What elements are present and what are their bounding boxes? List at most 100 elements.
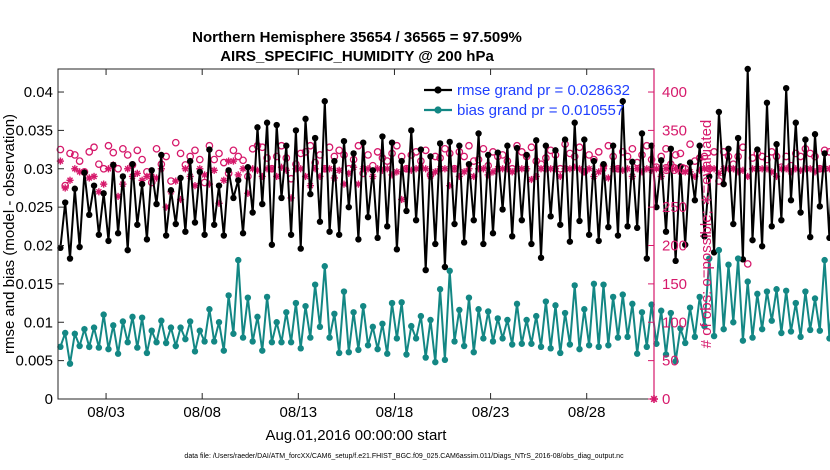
bias-point (504, 316, 511, 324)
obs-evaluated-stroke (547, 165, 554, 172)
rmse-point (138, 180, 146, 188)
bias-point (244, 294, 252, 301)
obs-possible-point (152, 144, 161, 153)
zero-marker-stroke (650, 395, 658, 403)
obs-possible-point (114, 164, 122, 173)
rmse-point (725, 145, 732, 153)
obs-evaluated-stroke (225, 158, 232, 165)
rmse-point (638, 130, 646, 137)
bias-point (778, 329, 785, 337)
bias-point (441, 356, 449, 364)
rmse-point (398, 157, 405, 165)
rmse-point (720, 180, 727, 188)
rmse-point (369, 167, 377, 174)
obs-evaluated-stroke (701, 165, 708, 172)
rmse-point (321, 98, 328, 105)
obs-evaluated-stroke (100, 181, 107, 188)
obs-evaluated-point (229, 157, 238, 165)
rmse-point (417, 146, 425, 153)
obs-evaluated-stroke (230, 158, 237, 165)
obs-possible-point (676, 149, 685, 158)
bias-point (196, 327, 203, 334)
bias-point (153, 339, 160, 346)
bias-point (826, 335, 830, 342)
obs-evaluated-stroke (557, 173, 564, 180)
rmse-point (465, 160, 473, 168)
rmse-point (758, 243, 766, 250)
bias-point (220, 347, 228, 354)
bias-point (268, 339, 276, 346)
rmse-point (749, 236, 756, 244)
bias-point (417, 312, 425, 320)
bias-point (355, 346, 362, 354)
rmse-point (609, 142, 617, 149)
rmse-point (307, 190, 314, 198)
bias-point (412, 335, 420, 342)
obs-evaluated-stroke (441, 165, 448, 172)
obs-possible-point (393, 141, 401, 150)
x-tick-label: 08/18 (376, 404, 414, 421)
rmse-point (186, 157, 194, 165)
bias-point (398, 299, 405, 306)
y-tick-label-right: 150 (662, 276, 687, 293)
rmse-point (566, 238, 574, 245)
rmse-line (59, 68, 830, 271)
obs-possible-point (441, 144, 449, 153)
rmse-point (475, 130, 482, 137)
obs-evaluated-stroke (91, 173, 98, 180)
rmse-point (537, 254, 545, 261)
rmse-point (110, 161, 117, 169)
obs-possible-point (263, 154, 271, 162)
bias-point (638, 309, 646, 316)
rmse-point (696, 142, 703, 149)
obs-possible-point (618, 148, 627, 156)
obs-evaluated-stroke (528, 176, 535, 183)
rmse-point (807, 233, 814, 241)
rmse-point (239, 230, 247, 237)
bias-point (422, 354, 429, 361)
obs-possible-point (215, 149, 223, 158)
obs-possible-point (104, 141, 113, 150)
bias-point (807, 326, 814, 334)
obs-possible-point (465, 141, 473, 150)
rmse-point (710, 249, 718, 256)
rmse-point (148, 167, 155, 174)
obs-possible-point (138, 155, 146, 164)
rmse-point (802, 136, 809, 143)
rmse-point (460, 239, 468, 246)
obs-possible-point (56, 145, 65, 154)
obs-evaluated-stroke (134, 170, 141, 177)
obs-evaluated-stroke (153, 174, 160, 181)
rmse-point (686, 159, 694, 166)
obs-evaluated-stroke (76, 168, 83, 175)
obs-evaluated-stroke (538, 165, 545, 172)
obs-evaluated-stroke (67, 177, 74, 184)
obs-evaluated-point (700, 165, 709, 173)
rmse-point (66, 255, 74, 262)
obs-evaluated-point (210, 166, 218, 174)
rmse-point (225, 167, 232, 174)
rmse-point (119, 173, 127, 180)
bias-point (590, 280, 598, 288)
obs-evaluated-point (431, 168, 439, 176)
bias-point (595, 343, 602, 351)
rmse-point (215, 182, 223, 189)
rmse-point (662, 228, 670, 235)
rmse-point (182, 228, 189, 235)
obs-evaluated-stroke (595, 168, 602, 175)
rmse-point (340, 137, 348, 145)
bias-point (802, 288, 809, 295)
bias-point (773, 286, 780, 293)
rmse-point (811, 131, 819, 138)
bias-point (566, 341, 574, 348)
obs-evaluated-point (710, 165, 718, 173)
obs-possible-point (272, 152, 281, 161)
bias-point (215, 319, 223, 326)
rmse-point (71, 185, 79, 192)
bias-point (811, 295, 819, 302)
obs-evaluated-stroke (730, 165, 737, 172)
rmse-point (518, 216, 526, 224)
bias-point (167, 324, 175, 331)
obs-evaluated-stroke (432, 168, 439, 175)
bias-point (509, 341, 516, 348)
